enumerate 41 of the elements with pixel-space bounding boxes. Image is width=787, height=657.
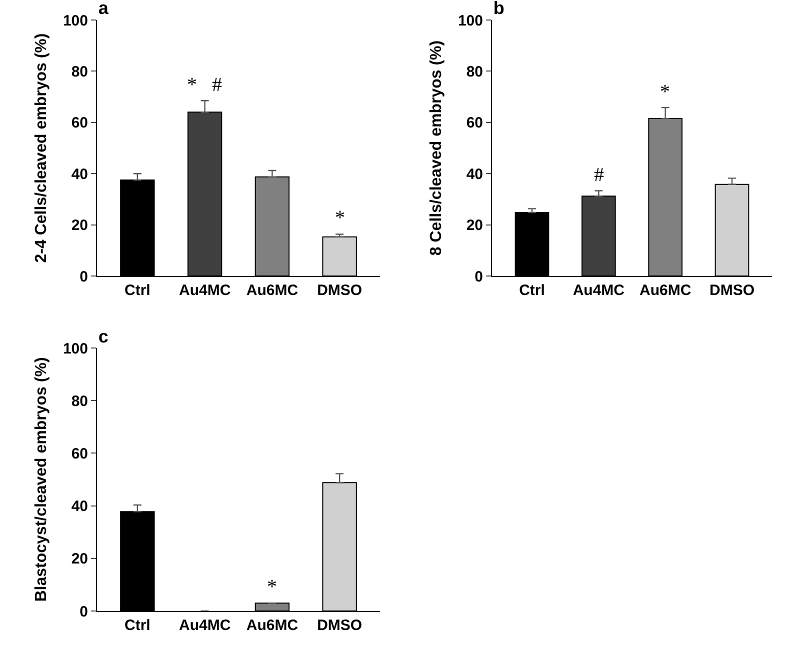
y-tick-label: 0 (80, 268, 88, 286)
x-tick-label: Au6MC (246, 617, 298, 634)
x-tick-label: Ctrl (124, 282, 150, 299)
chart-title: b (493, 0, 504, 18)
y-tick-label: 0 (80, 603, 88, 620)
x-tick-label: DMSO (317, 617, 362, 634)
x-tick-label: DMSO (317, 282, 362, 299)
annotation: # (594, 164, 604, 186)
y-axis-title: Blastocyst/cleaved embryos (%) (32, 357, 50, 602)
y-tick-label: 60 (71, 445, 88, 462)
y-tick-label: 20 (466, 217, 483, 234)
y-axis-title: 8 Cells/cleaved embryos (%) (428, 40, 445, 256)
y-tick-label: 20 (71, 550, 88, 568)
y-tick-label: 20 (71, 217, 88, 234)
annotation: * (335, 207, 345, 229)
x-tick-label: Ctrl (124, 617, 150, 634)
y-axis-title: 2-4 Cells/cleaved embryos (%) (32, 33, 50, 263)
x-tick-label: Au6MC (639, 282, 692, 299)
x-tick-label: Au6MC (246, 282, 298, 299)
y-tick-label: 80 (71, 392, 88, 410)
x-tick-label: Au4MC (178, 617, 231, 634)
y-tick-label: 80 (466, 63, 483, 80)
annotation: * (267, 576, 277, 598)
annotation: * # (187, 74, 222, 96)
y-tick-label: 100 (458, 12, 483, 30)
x-tick-label: Au4MC (178, 282, 231, 299)
y-tick-label: 40 (71, 166, 88, 183)
x-tick-label: Au4MC (572, 282, 625, 299)
y-tick-label: 40 (466, 166, 483, 183)
x-tick-label: DMSO (710, 282, 755, 299)
y-tick-label: 100 (62, 12, 88, 30)
y-tick-label: 60 (466, 114, 483, 132)
y-tick-label: 0 (474, 268, 483, 286)
annotation: * (660, 81, 670, 103)
x-tick-label: Ctrl (519, 282, 545, 299)
chart-title: c (98, 326, 108, 346)
y-tick-label: 80 (71, 63, 88, 80)
chart-title: a (98, 0, 110, 18)
y-tick-label: 100 (62, 340, 88, 358)
y-tick-label: 60 (71, 114, 88, 132)
y-tick-label: 40 (71, 498, 88, 516)
